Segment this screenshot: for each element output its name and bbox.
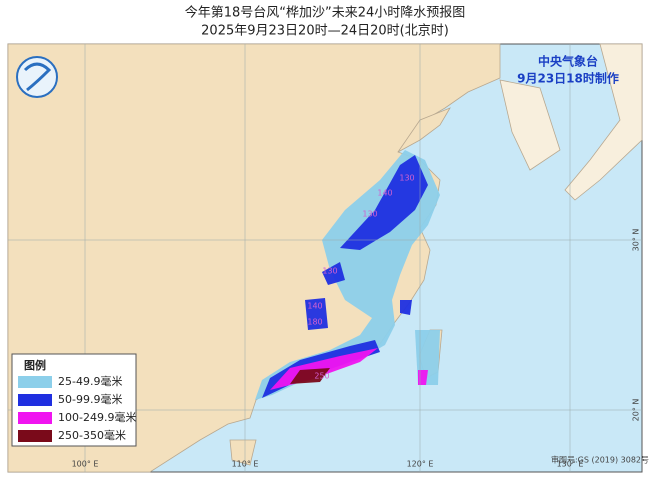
- logo-mark: [23, 62, 52, 92]
- legend: 图例 25-49.9毫米 50-99.9毫米 100-249.9毫米 250-350毫…: [11, 353, 137, 447]
- contour-label: 140: [307, 302, 322, 311]
- shandong: [397, 107, 451, 153]
- legend-swatch: [18, 376, 52, 388]
- legend-label: 250-350毫米: [58, 428, 126, 442]
- japan: [564, 43, 643, 201]
- approval: 审图号:GS (2019) 3082号: [551, 455, 649, 465]
- rain-areas: [255, 150, 440, 400]
- rain-area: [322, 262, 345, 285]
- contour-label: 130: [362, 210, 377, 219]
- hainan: [229, 439, 257, 466]
- lon-label: 130° E: [557, 460, 584, 469]
- legend-title: 图例: [24, 358, 46, 372]
- legend-swatch: [18, 394, 52, 406]
- contour-label: 140: [377, 189, 392, 198]
- rain-area: [305, 298, 328, 330]
- issued: 9月23日18时制作: [517, 71, 619, 86]
- legend-swatch: [18, 430, 52, 442]
- rain-area: [290, 368, 330, 384]
- contour-label: 180: [307, 318, 322, 327]
- contour-label: 130: [399, 174, 414, 183]
- legend-swatch: [18, 412, 52, 424]
- rain-area: [400, 300, 412, 315]
- title: 今年第18号台风“桦加沙”未来24小时降水预报图: [185, 5, 466, 21]
- rain-area: [340, 155, 428, 250]
- contour-label: 130: [322, 267, 337, 276]
- korea: [499, 79, 561, 171]
- lat-label: 20° N: [632, 399, 641, 422]
- lon-label: 110° E: [232, 460, 259, 469]
- agency: 中央气象台: [538, 54, 598, 69]
- subtitle: 2025年9月23日20时—24日20时(北京时): [201, 24, 449, 39]
- contour-label: 250: [314, 372, 329, 381]
- lon-label: 100° E: [72, 460, 99, 469]
- lon-label: 120° E: [407, 460, 434, 469]
- legend-label: 100-249.9毫米: [58, 410, 136, 424]
- rain-area: [418, 370, 428, 385]
- legend-label: 25-49.9毫米: [58, 374, 122, 388]
- lat-label: 30° N: [632, 229, 641, 252]
- legend-label: 50-99.9毫米: [58, 392, 122, 406]
